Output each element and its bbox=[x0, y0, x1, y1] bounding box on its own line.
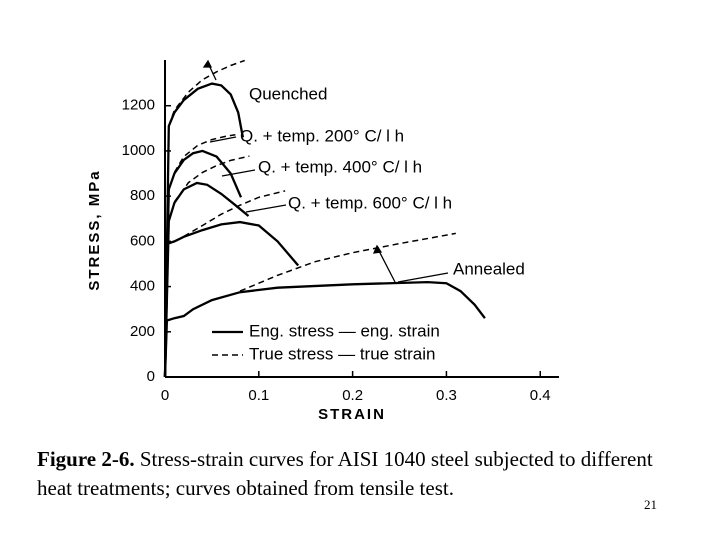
eng-curve bbox=[163, 181, 250, 378]
y-tick-label: 400 bbox=[130, 278, 155, 295]
eng-curve bbox=[163, 82, 245, 378]
true-curve bbox=[168, 59, 245, 127]
y-tick-label: 200 bbox=[130, 323, 155, 340]
x-tick-label: 0.4 bbox=[530, 387, 551, 404]
eng-curve bbox=[163, 280, 486, 378]
legend-label: True stress — true strain bbox=[249, 344, 435, 363]
caption: Figure 2-6. Stress-strain curves for AIS… bbox=[37, 445, 677, 503]
arrow-head bbox=[202, 59, 213, 68]
true-curve bbox=[173, 133, 236, 173]
arrow bbox=[209, 136, 237, 143]
true-curve bbox=[239, 232, 456, 292]
eng-curve bbox=[163, 220, 300, 378]
chart: STRESS, MPa STRAIN 0 200 400 600 800 1000 1200… bbox=[86, 59, 559, 423]
x-axis-title: STRAIN bbox=[318, 406, 386, 423]
caption-text: Stress-strain curves for AISI 1040 steel… bbox=[37, 447, 653, 500]
x-tick-label: 0.2 bbox=[342, 387, 363, 404]
y-axis-title: STRESS, MPa bbox=[86, 169, 103, 290]
y-tick-label: 1200 bbox=[122, 97, 155, 114]
y-tick-label: 1000 bbox=[122, 142, 155, 159]
curve-label: Annealed bbox=[453, 259, 525, 278]
y-tick-label: 0 bbox=[147, 368, 155, 385]
x-tick-label: 0.3 bbox=[436, 387, 457, 404]
legend-label: Eng. stress — eng. strain bbox=[249, 321, 440, 340]
y-tick-label: 800 bbox=[130, 187, 155, 204]
curve-label: Quenched bbox=[249, 84, 327, 103]
arrows bbox=[202, 59, 449, 283]
y-tick-label: 600 bbox=[130, 232, 155, 249]
curve-label: Q. + temp. 400° C/ l h bbox=[258, 157, 422, 176]
arrow bbox=[377, 248, 396, 283]
x-tick-label: 0 bbox=[161, 387, 169, 404]
x-tick-label: 0.1 bbox=[248, 387, 269, 404]
arrow-head bbox=[372, 244, 383, 254]
curve-label: Q. + temp. 600° C/ l h bbox=[288, 193, 452, 212]
true-curve bbox=[173, 155, 250, 203]
page-number: 21 bbox=[644, 497, 657, 512]
caption-label: Figure 2-6. bbox=[37, 447, 135, 471]
arrow bbox=[397, 272, 449, 283]
arrow bbox=[245, 204, 287, 213]
true-curve bbox=[183, 190, 286, 238]
eng-curve bbox=[163, 149, 243, 378]
arrow bbox=[221, 169, 256, 177]
curve-label: Q. + temp. 200° C/ l h bbox=[240, 126, 404, 145]
